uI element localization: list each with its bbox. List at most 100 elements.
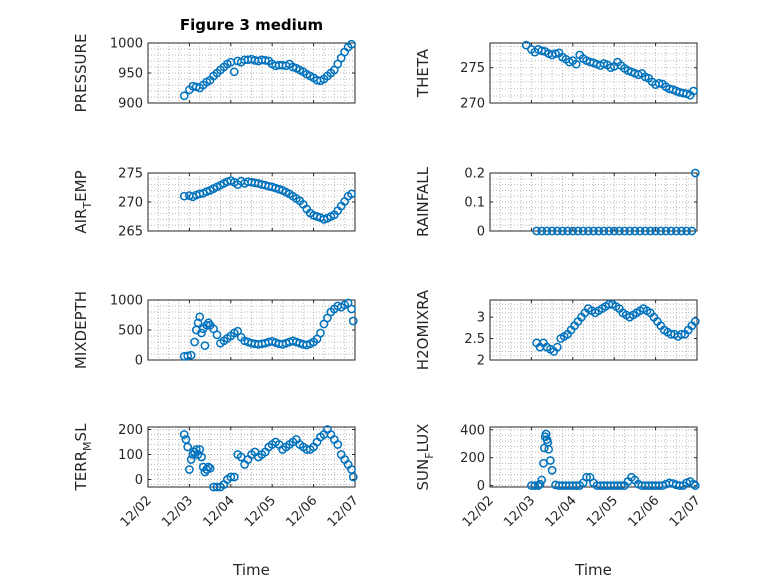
data-point bbox=[205, 463, 215, 473]
data-point bbox=[625, 226, 635, 236]
data-point bbox=[197, 452, 206, 462]
data-point bbox=[200, 341, 210, 350]
x-tick-label: 12/02 bbox=[460, 493, 497, 530]
data-point bbox=[552, 226, 562, 236]
subplot-sun-flux: 0 200 400 SUNFLUX 12/02 12/03 12/04 12/05 12/06 1… bbox=[414, 423, 704, 579]
x-tick-label: 12/05 bbox=[584, 493, 621, 530]
data-point bbox=[333, 440, 343, 449]
data-point bbox=[690, 168, 700, 178]
subplot-air-temp: 265 270 275 AIRTEMP bbox=[72, 167, 356, 240]
data-point bbox=[544, 444, 554, 454]
grid-lines bbox=[148, 43, 355, 103]
y-tick-label: 3 bbox=[477, 311, 485, 326]
data-point bbox=[589, 226, 598, 236]
y-axis-label: MIXDEPTH bbox=[72, 291, 90, 369]
data-point bbox=[547, 226, 557, 236]
x-axis-label: Time bbox=[574, 561, 612, 579]
data-point bbox=[260, 56, 270, 65]
data-point bbox=[671, 226, 681, 236]
x-tick-label: 12/06 bbox=[625, 493, 662, 530]
grid-lines bbox=[148, 300, 355, 360]
data-point bbox=[677, 329, 686, 339]
grid-lines bbox=[490, 43, 697, 103]
data-point bbox=[316, 328, 325, 338]
data-point bbox=[646, 226, 655, 236]
data-point bbox=[654, 78, 664, 88]
data-point bbox=[690, 481, 700, 490]
data-point bbox=[582, 472, 591, 482]
y-tick-label: 200 bbox=[460, 451, 485, 466]
y-tick-label: 2 bbox=[477, 354, 485, 369]
data-point bbox=[521, 40, 531, 50]
data-point bbox=[197, 328, 206, 338]
data-point bbox=[229, 67, 239, 77]
data-point bbox=[635, 226, 645, 236]
y-tick-label: 950 bbox=[118, 67, 143, 82]
data-series bbox=[532, 299, 700, 356]
data-point bbox=[179, 91, 189, 101]
data-series bbox=[179, 39, 356, 101]
data-point bbox=[546, 456, 555, 465]
y-tick-label: 500 bbox=[118, 324, 143, 339]
y-axis-label: THETA bbox=[414, 48, 432, 98]
subplot-pressure: 900 950 1000 PRESSURE Figure 3 medium bbox=[72, 16, 356, 112]
axes-border bbox=[489, 299, 698, 361]
data-point bbox=[573, 226, 583, 236]
subplot-mixdepth: 0 500 1000 MIXDEPTH bbox=[72, 291, 358, 369]
data-point bbox=[179, 430, 189, 439]
y-tick-label: 270 bbox=[118, 196, 143, 211]
y-tick-label: 2.5 bbox=[464, 332, 485, 347]
data-series bbox=[179, 176, 356, 224]
y-tick-label: 0 bbox=[135, 473, 143, 488]
subplot-rainfall: 0 0.1 0.2 RAINFALL bbox=[414, 166, 700, 240]
data-point bbox=[558, 226, 567, 236]
y-tick-label: 100 bbox=[118, 448, 143, 463]
subplot-h2omixra: 2 2.5 3 H2OMIXRA bbox=[414, 289, 700, 370]
grid-lines bbox=[490, 173, 697, 231]
data-point bbox=[690, 317, 700, 326]
data-series bbox=[521, 40, 698, 100]
x-tick-label: 12/07 bbox=[325, 493, 362, 530]
x-tick-label: 12/03 bbox=[159, 493, 196, 530]
data-point bbox=[191, 445, 201, 454]
data-point bbox=[541, 429, 551, 439]
data-point bbox=[530, 481, 540, 490]
y-tick-label: 275 bbox=[460, 61, 485, 76]
data-point bbox=[348, 472, 358, 482]
data-point bbox=[542, 226, 552, 236]
y-tick-label: 0 bbox=[477, 479, 485, 494]
data-point bbox=[571, 59, 581, 69]
data-point bbox=[687, 226, 697, 236]
y-axis-label: AIRTEMP bbox=[72, 170, 94, 233]
y-tick-label: 0.2 bbox=[464, 167, 485, 182]
data-point bbox=[609, 226, 619, 236]
data-point bbox=[229, 472, 239, 482]
y-tick-label: 0 bbox=[477, 225, 485, 240]
y-axis-label: SUNFLUX bbox=[414, 424, 436, 491]
data-series bbox=[532, 168, 700, 236]
y-tick-label: 270 bbox=[460, 97, 485, 112]
data-point bbox=[599, 226, 609, 236]
data-series bbox=[179, 425, 358, 492]
data-point bbox=[348, 316, 358, 326]
y-axis-label: RAINFALL bbox=[414, 166, 432, 237]
data-point bbox=[347, 304, 356, 314]
data-point bbox=[183, 442, 193, 452]
x-tick-label: 12/07 bbox=[667, 493, 704, 530]
data-point bbox=[677, 226, 686, 236]
y-axis-label: H2OMIXRA bbox=[414, 289, 432, 370]
x-tick-label: 12/04 bbox=[201, 493, 238, 530]
axes-box bbox=[489, 172, 698, 232]
x-tick-label: 12/03 bbox=[501, 493, 538, 530]
data-point bbox=[226, 472, 236, 482]
data-point bbox=[212, 330, 222, 340]
data-point bbox=[547, 465, 557, 475]
data-point bbox=[640, 226, 650, 236]
data-point bbox=[620, 226, 629, 236]
y-tick-label: 0 bbox=[135, 354, 143, 369]
data-point bbox=[583, 226, 593, 236]
data-point bbox=[578, 226, 588, 236]
y-tick-label: 900 bbox=[118, 97, 143, 112]
data-point bbox=[594, 226, 604, 236]
